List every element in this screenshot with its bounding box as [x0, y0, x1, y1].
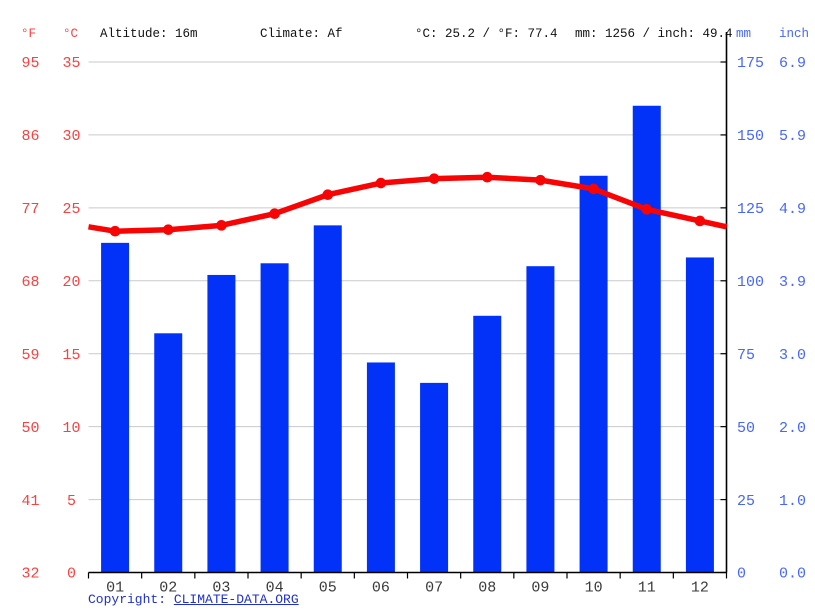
- right-axis-label-mm: 150: [737, 128, 764, 145]
- right-axis-label-inch: 5.9: [779, 128, 806, 145]
- left-axis-label-f: 59: [21, 347, 39, 364]
- temperature-point-09: [535, 174, 546, 186]
- left-axis-unit-fahrenheit: °F: [21, 27, 37, 41]
- precip-bar-10: [579, 175, 608, 573]
- left-axis-unit-celsius: °C: [63, 27, 79, 41]
- right-axis-unit-mm: mm: [736, 27, 752, 41]
- temperature-point-04: [269, 208, 280, 219]
- right-axis-label-mm: 50: [737, 420, 755, 437]
- temperature-line: [88, 174, 728, 234]
- left-axis-label-f: 32: [21, 566, 39, 583]
- right-axis-label-mm: 75: [737, 347, 755, 364]
- left-axis-label-c: 20: [62, 274, 80, 291]
- right-axis-label-inch: 1.0: [779, 493, 806, 510]
- right-axis-label-mm: 25: [737, 493, 755, 510]
- right-axis-label-inch: 2.0: [779, 420, 806, 437]
- right-axis-label-mm: 100: [737, 274, 764, 291]
- right-axis-label-mm: 125: [737, 201, 764, 218]
- left-axis-label-f: 77: [21, 201, 39, 218]
- left-axis-label-c: 10: [62, 420, 80, 437]
- month-label-01: 01: [106, 580, 124, 597]
- month-label-07: 07: [425, 580, 443, 597]
- left-axis-label-f: 50: [21, 420, 39, 437]
- month-label-02: 02: [159, 580, 177, 597]
- left-axis-label-f: 41: [21, 493, 39, 510]
- precip-bar-08: [473, 315, 502, 573]
- left-axis-label-f: 86: [21, 128, 39, 145]
- precip-bar-11: [632, 105, 661, 573]
- right-axis-label-mm: 0: [737, 566, 746, 583]
- temperature-point-11: [641, 204, 653, 215]
- precip-bar-07: [420, 382, 449, 573]
- temperature-point-03: [216, 220, 227, 231]
- right-axis-label-inch: 3.9: [779, 274, 806, 291]
- left-axis-label-c: 25: [62, 201, 80, 218]
- left-axis-label-f: 95: [21, 55, 39, 72]
- right-axis-label-inch: 0.0: [779, 566, 806, 583]
- temperature-point-02: [162, 224, 174, 236]
- month-label-11: 11: [638, 580, 656, 597]
- left-axis-label-f: 68: [21, 274, 39, 291]
- left-axis-label-c: 30: [62, 128, 80, 145]
- precip-bar-01: [101, 242, 130, 573]
- precip-bar-02: [154, 333, 183, 573]
- right-axis-label-inch: 6.9: [779, 55, 806, 72]
- copyright-link[interactable]: CLIMATE-DATA.ORG: [173, 592, 299, 607]
- month-label-06: 06: [372, 580, 390, 597]
- temperature-point-12: [694, 215, 706, 227]
- temperature-point-01: [109, 225, 121, 237]
- right-axis-unit-inch: inch: [779, 27, 810, 41]
- precip-bar-05: [313, 225, 342, 573]
- temperature-point-07: [428, 173, 440, 184]
- left-axis-label-c: 5: [67, 493, 76, 510]
- altitude-label: Altitude: 16m: [100, 27, 198, 41]
- left-axis-label-c: 35: [62, 55, 80, 72]
- climate-classification-label: Climate: Af: [260, 27, 343, 41]
- month-label-08: 08: [478, 580, 496, 597]
- temperature-point-06: [375, 177, 387, 189]
- annual-precipitation-summary: mm: 1256 / inch: 49.4: [575, 27, 733, 41]
- month-label-09: 09: [531, 580, 549, 597]
- temperature-point-05: [322, 189, 334, 201]
- precip-bar-06: [366, 362, 395, 573]
- precip-bar-12: [685, 257, 714, 573]
- month-label-03: 03: [212, 580, 230, 597]
- temperature-point-10: [588, 183, 599, 195]
- copyright-prefix: Copyright:: [88, 592, 174, 607]
- month-label-04: 04: [266, 580, 284, 597]
- right-axis-label-inch: 4.9: [779, 201, 806, 218]
- precip-bar-03: [207, 274, 236, 573]
- month-label-05: 05: [319, 580, 337, 597]
- precip-bar-09: [526, 266, 555, 573]
- month-label-12: 12: [691, 580, 709, 597]
- mean-temperature-summary: °C: 25.2 / °F: 77.4: [415, 27, 558, 41]
- left-axis-label-c: 15: [62, 347, 80, 364]
- precip-bar-04: [260, 263, 289, 573]
- month-label-10: 10: [585, 580, 603, 597]
- right-axis-label-inch: 3.0: [779, 347, 806, 364]
- right-axis-label-mm: 175: [737, 55, 764, 72]
- copyright-line: Copyright: CLIMATE-DATA.ORG: [88, 592, 299, 607]
- left-axis-label-c: 0: [67, 566, 76, 583]
- temperature-point-08: [481, 171, 493, 183]
